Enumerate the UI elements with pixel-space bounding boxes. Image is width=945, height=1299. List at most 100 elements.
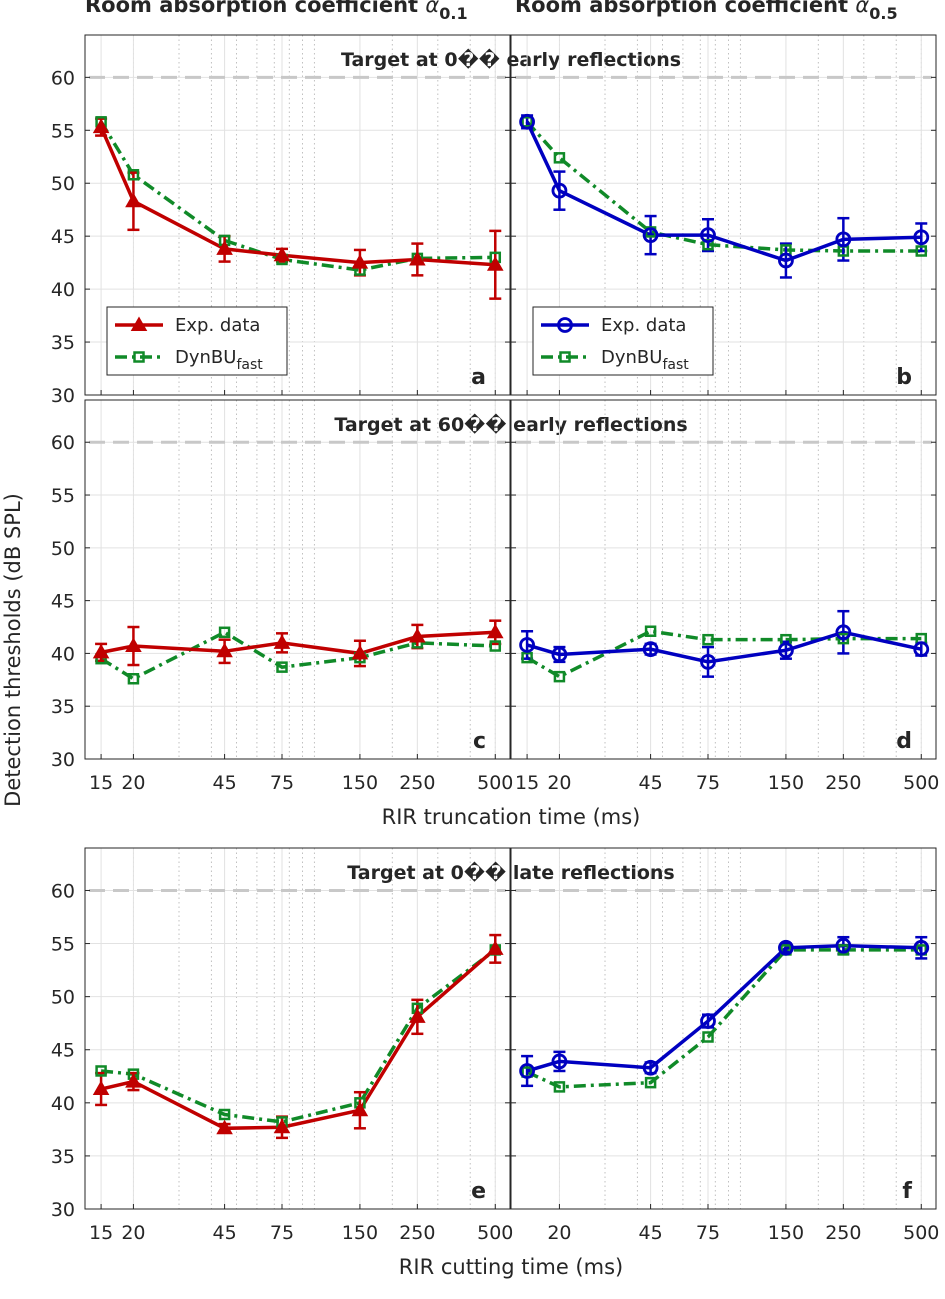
y-tick-label: 30 <box>51 749 75 771</box>
data-point-exp <box>125 1073 142 1088</box>
axes-box <box>84 847 511 1210</box>
axes-box <box>510 847 937 1210</box>
y-tick-label: 45 <box>51 591 75 613</box>
y-tick-label: 60 <box>51 432 75 454</box>
axes-box <box>84 399 511 760</box>
data-point-exp <box>351 644 369 660</box>
legend: Exp. data DynBUfast <box>532 306 714 376</box>
panel-d: 15 20 45 75 150 250 500 d <box>510 399 939 794</box>
data-point-exp <box>273 1118 291 1134</box>
data-point-model <box>276 661 288 673</box>
legend-marker-exp <box>557 317 573 333</box>
y-tick-label: 50 <box>51 173 75 195</box>
data-point-model <box>521 651 533 664</box>
data-point-exp <box>778 642 794 659</box>
data-point-exp <box>778 252 794 269</box>
axes-box <box>510 34 937 396</box>
x-tick-label: 150 <box>342 772 378 794</box>
data-point-exp <box>125 192 142 208</box>
y-tick-label: 50 <box>51 538 75 560</box>
y-tick-label: 60 <box>51 67 75 89</box>
data-point-exp <box>125 637 142 653</box>
data-point-exp <box>700 227 716 244</box>
x-tick-label: 20 <box>547 1222 571 1244</box>
y-tick-label: 40 <box>51 643 75 665</box>
data-point-exp <box>778 939 794 956</box>
x-tick-label: 250 <box>399 772 435 794</box>
legend: Exp. data DynBUfast <box>106 306 288 376</box>
x-tick-label: 75 <box>270 772 294 794</box>
y-tick-label: 35 <box>51 332 75 354</box>
data-point-model <box>95 1065 107 1077</box>
series-line-exp <box>526 943 922 1073</box>
legend-label-exp: Exp. data <box>175 315 260 336</box>
x-tick-label: 75 <box>270 1222 294 1244</box>
data-point-exp <box>351 254 369 269</box>
data-point-exp <box>913 641 930 658</box>
legend-marker-exp <box>130 316 148 331</box>
x-tick-label: 15 <box>89 772 113 794</box>
column-title-left: Room absorption coefficient α0.1 <box>85 0 468 23</box>
series-line-exp <box>526 630 922 664</box>
y-axis-label: Detection thresholds (dB SPL) <box>1 493 25 807</box>
x-tick-label: 500 <box>903 1222 939 1244</box>
series-line-exp <box>525 121 922 263</box>
data-point-model <box>218 626 231 639</box>
data-point-model <box>915 245 928 257</box>
y-tick-label: 40 <box>51 279 75 301</box>
x-tick-label: 15 <box>89 1222 113 1244</box>
x-tick-label: 250 <box>825 772 861 794</box>
y-tick-label: 30 <box>51 1199 75 1221</box>
data-point-model <box>644 625 657 637</box>
data-point-exp <box>216 642 233 658</box>
data-point-exp <box>835 624 852 641</box>
x-tick-label: 45 <box>212 1222 236 1244</box>
data-point-exp <box>835 937 852 954</box>
panel-b: b Exp. data DynBUfast <box>510 34 937 396</box>
data-point-model <box>702 1031 714 1043</box>
data-point-exp <box>92 1080 110 1096</box>
data-point-exp <box>486 940 504 955</box>
y-tick-label: 30 <box>51 385 75 407</box>
data-point-exp <box>913 229 930 246</box>
x-tick-label: 15 <box>515 772 539 794</box>
panel-letter: a <box>471 365 486 390</box>
y-tick-label: 55 <box>51 934 75 956</box>
series-line-exp <box>100 947 497 1131</box>
y-tick-label: 55 <box>51 485 75 507</box>
legend-label-model: DynBUfast <box>601 347 689 373</box>
data-point-exp <box>642 227 659 244</box>
data-point-exp <box>700 1013 716 1029</box>
x-tick-label: 45 <box>638 1222 662 1244</box>
data-point-exp <box>92 643 110 659</box>
data-point-model <box>702 238 714 251</box>
data-point-exp <box>551 182 568 199</box>
data-point-exp <box>273 246 291 262</box>
x-tick-label: 45 <box>212 772 236 794</box>
x-axis-label-top: RIR truncation time (ms) <box>382 805 641 829</box>
panel-letter: d <box>896 729 912 754</box>
data-point-exp <box>351 1101 369 1117</box>
data-point-model <box>644 1076 657 1089</box>
x-tick-label: 45 <box>638 772 662 794</box>
y-tick-label: 60 <box>51 880 75 902</box>
series-line-exp <box>100 630 496 656</box>
data-point-exp <box>700 653 716 670</box>
y-tick-label: 35 <box>51 1146 75 1168</box>
x-tick-label: 75 <box>696 772 720 794</box>
data-point-exp <box>519 113 535 130</box>
x-tick-label: 500 <box>477 1222 513 1244</box>
y-tick-label: 45 <box>51 226 75 248</box>
panel-f: 20 45 75 150 250 500 f <box>510 847 939 1244</box>
column-title-right: Room absorption coefficient α0.5 <box>515 0 898 23</box>
legend-marker-model <box>133 351 145 363</box>
series-line-exp <box>99 126 496 267</box>
x-tick-label: 150 <box>768 1222 804 1244</box>
axes-box <box>510 399 937 760</box>
data-point-model <box>489 640 502 652</box>
data-point-exp <box>519 1063 535 1079</box>
